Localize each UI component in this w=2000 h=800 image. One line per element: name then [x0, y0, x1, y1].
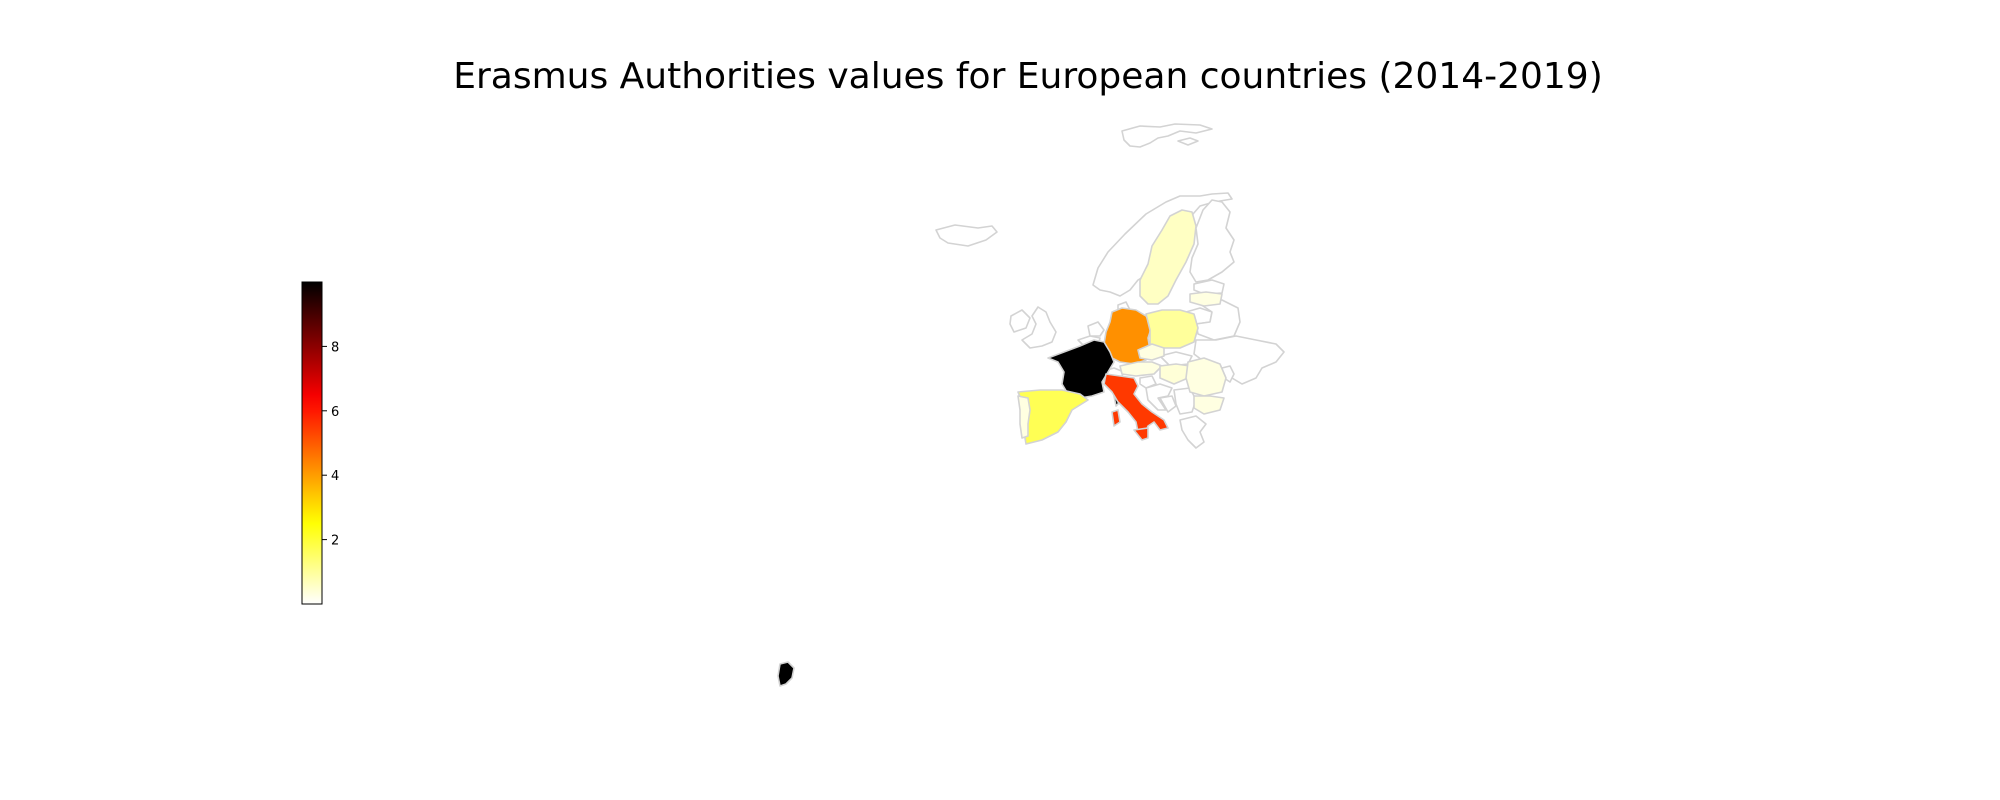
colorbar-tick-label: 8 [331, 340, 339, 355]
netherlands [1087, 321, 1105, 337]
colorbar-gradient [301, 281, 323, 605]
hungary [1159, 363, 1191, 385]
ireland [1009, 309, 1031, 333]
latvia [1189, 291, 1223, 307]
romania [1185, 357, 1227, 397]
chart-title: Erasmus Authorities values for European … [453, 56, 1603, 97]
colorbar: 2 4 6 8 [301, 281, 339, 605]
svalbard [1121, 123, 1213, 148]
colorbar-tick-label: 4 [331, 469, 339, 484]
greece [1179, 415, 1207, 449]
colorbar-ticks: 2 4 6 8 [322, 340, 339, 549]
portugal [1017, 395, 1031, 439]
europe-map [777, 123, 1285, 687]
svalbard-east [1177, 137, 1199, 146]
colorbar-tick-label: 2 [331, 534, 339, 549]
uk [1021, 306, 1057, 349]
italy [1103, 373, 1169, 437]
france [1047, 339, 1115, 399]
croatia [1145, 383, 1173, 411]
estonia [1193, 279, 1225, 295]
poland [1145, 309, 1199, 349]
austria [1119, 361, 1163, 377]
finland [1189, 199, 1235, 283]
bulgaria [1193, 395, 1225, 415]
sicily [1133, 427, 1149, 441]
czechia [1137, 343, 1165, 361]
sweden [1139, 209, 1197, 305]
colorbar-tick-label: 6 [331, 405, 339, 420]
iceland [935, 224, 998, 247]
french-guiana [777, 661, 795, 687]
sardinia [1111, 409, 1121, 427]
